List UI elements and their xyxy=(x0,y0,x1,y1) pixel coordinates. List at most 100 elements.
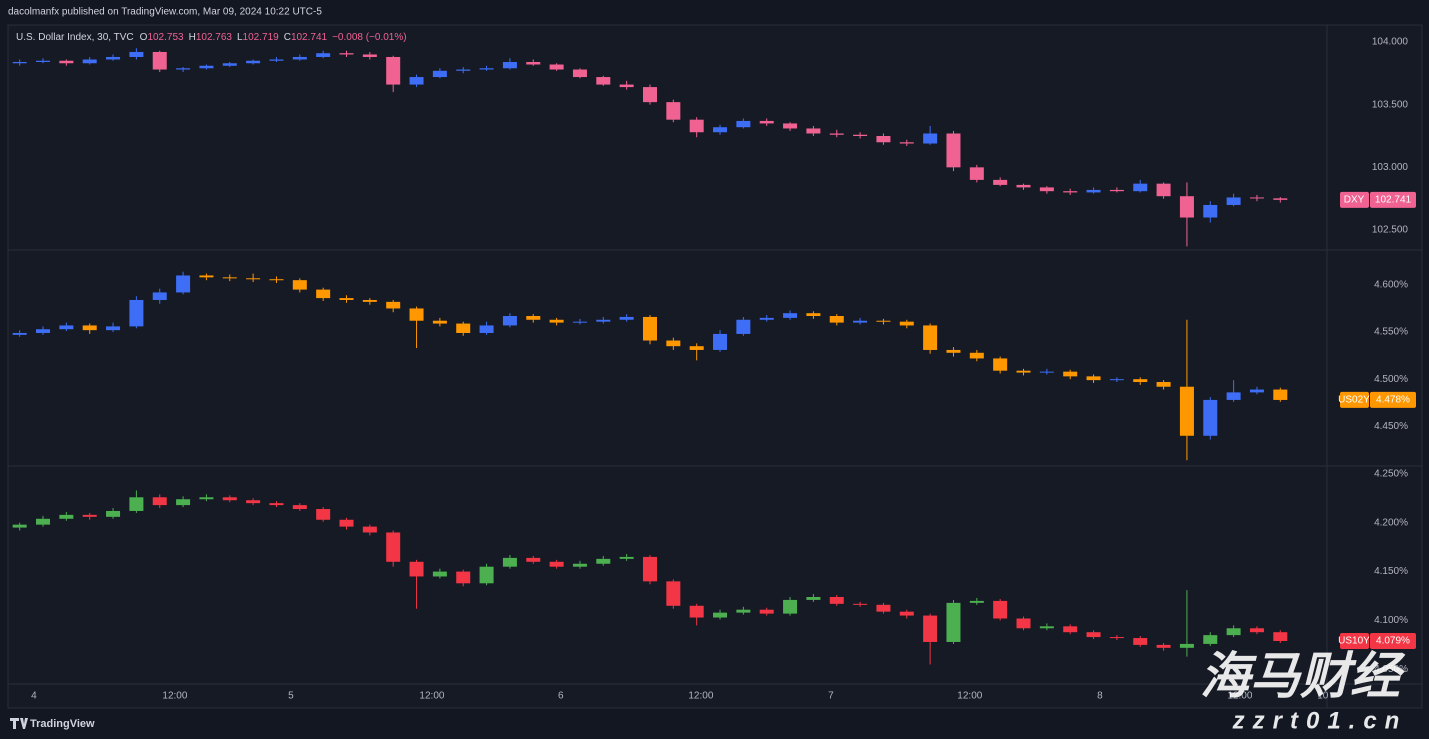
y-tick-label: 103.500 xyxy=(1372,99,1409,110)
candle-body xyxy=(759,120,774,124)
candle-body xyxy=(923,325,938,350)
candle-body xyxy=(713,127,728,133)
watermark-text: 海马财经 xyxy=(1200,648,1406,704)
candle-body xyxy=(432,320,447,324)
candle-body xyxy=(12,61,27,64)
candle-body xyxy=(409,308,424,321)
candle-body xyxy=(1063,371,1078,377)
candle-body xyxy=(1016,618,1031,629)
candle-body xyxy=(526,316,541,320)
legend-ohlc-value: 102.741 xyxy=(291,32,328,43)
y-tick-label: 4.200% xyxy=(1374,517,1408,528)
candle-body xyxy=(456,69,471,71)
candle-body xyxy=(1226,628,1241,636)
candle-body xyxy=(129,299,144,327)
y-tick-label: 103.000 xyxy=(1372,162,1409,173)
candle-body xyxy=(269,279,284,281)
candle-body xyxy=(596,77,611,85)
price-tag-value-bg xyxy=(1370,632,1416,649)
candle-body xyxy=(969,352,984,359)
price-tag-name-bg xyxy=(1340,632,1369,649)
x-tick-label: 12:00 xyxy=(419,691,444,702)
candle-body xyxy=(899,611,914,616)
candle-body xyxy=(246,500,261,504)
legend-ohlc-label: H xyxy=(189,32,196,43)
candle-body xyxy=(596,319,611,322)
candle-body xyxy=(362,54,377,57)
y-tick-label: 4.500% xyxy=(1374,374,1408,385)
candle-body xyxy=(736,120,751,128)
candle-body xyxy=(269,59,284,61)
candle-body xyxy=(292,56,307,60)
candle-body xyxy=(129,497,144,511)
candle-body xyxy=(1249,197,1264,199)
candle-body xyxy=(829,316,844,323)
candle-body xyxy=(222,63,237,66)
candle-body xyxy=(806,128,821,134)
candle-body xyxy=(59,514,74,519)
candle-body xyxy=(689,346,704,350)
candle-body xyxy=(853,603,868,605)
candle-body xyxy=(619,84,634,88)
x-tick-label: 6 xyxy=(558,691,564,702)
candle-body xyxy=(199,497,214,500)
y-tick-label: 104.000 xyxy=(1372,37,1409,48)
candle-body xyxy=(526,61,541,65)
candle-body xyxy=(246,278,261,280)
candle-body xyxy=(783,123,798,129)
candle-body xyxy=(1203,204,1218,218)
candle-body xyxy=(292,280,307,290)
candle-body xyxy=(82,325,97,331)
candle-body xyxy=(666,581,681,606)
candle-body xyxy=(1133,183,1148,192)
legend-ohlc-label: L xyxy=(237,32,243,43)
candle-body xyxy=(1063,626,1078,633)
legend-ohlc-label: O xyxy=(140,32,148,43)
candle-body xyxy=(549,561,564,567)
legend-ohlc-label: C xyxy=(284,32,291,43)
candle-body xyxy=(783,313,798,318)
x-tick-label: 12:00 xyxy=(957,691,982,702)
watermark-url: zzrt01.cn xyxy=(1232,707,1408,734)
price-tag-name: US02Y xyxy=(1338,395,1370,406)
x-tick-label: 4 xyxy=(31,691,37,702)
plot-area: 4 12:00 5 12:00 6 12:00 7 12:00 8 12:00 10 102.500 1… xyxy=(8,32,1422,702)
price-tag-value: 4.079% xyxy=(1376,636,1410,647)
candle-body xyxy=(339,298,354,300)
candle-body xyxy=(1063,191,1078,193)
candle-body xyxy=(853,320,868,323)
x-tick-label: 12:00 xyxy=(1227,691,1252,702)
candle-body xyxy=(222,497,237,501)
candle-body xyxy=(59,60,74,64)
x-tick-label: 12:00 xyxy=(162,691,187,702)
candle-body xyxy=(993,179,1008,185)
candle-body xyxy=(642,316,657,341)
candle-body xyxy=(619,556,634,559)
candle-body xyxy=(1179,386,1194,436)
candle-body xyxy=(339,53,354,55)
candle-body xyxy=(502,316,517,326)
candle-body xyxy=(1273,632,1288,641)
candle-body xyxy=(899,321,914,326)
candle-body xyxy=(199,65,214,69)
candle-body xyxy=(479,566,494,584)
candle-body xyxy=(222,277,237,279)
x-tick-label: 7 xyxy=(828,691,834,702)
candle-body xyxy=(152,51,167,70)
candle-body xyxy=(479,325,494,333)
y-tick-label: 4.100% xyxy=(1374,615,1408,626)
candle-body xyxy=(619,316,634,320)
candle-body xyxy=(923,133,938,144)
candle-body xyxy=(1179,643,1194,648)
candle-body xyxy=(456,571,471,584)
candle-body xyxy=(292,505,307,510)
candle-body xyxy=(946,349,961,353)
candle-body xyxy=(386,56,401,85)
candle-body xyxy=(596,558,611,564)
candle-body xyxy=(1039,626,1054,629)
price-tag-name: DXY xyxy=(1344,194,1365,205)
y-tick-label: 4.450% xyxy=(1374,421,1408,432)
price-tag-name: US10Y xyxy=(1338,636,1370,647)
price-tag-name-bg xyxy=(1340,391,1369,408)
candle-body xyxy=(689,119,704,133)
